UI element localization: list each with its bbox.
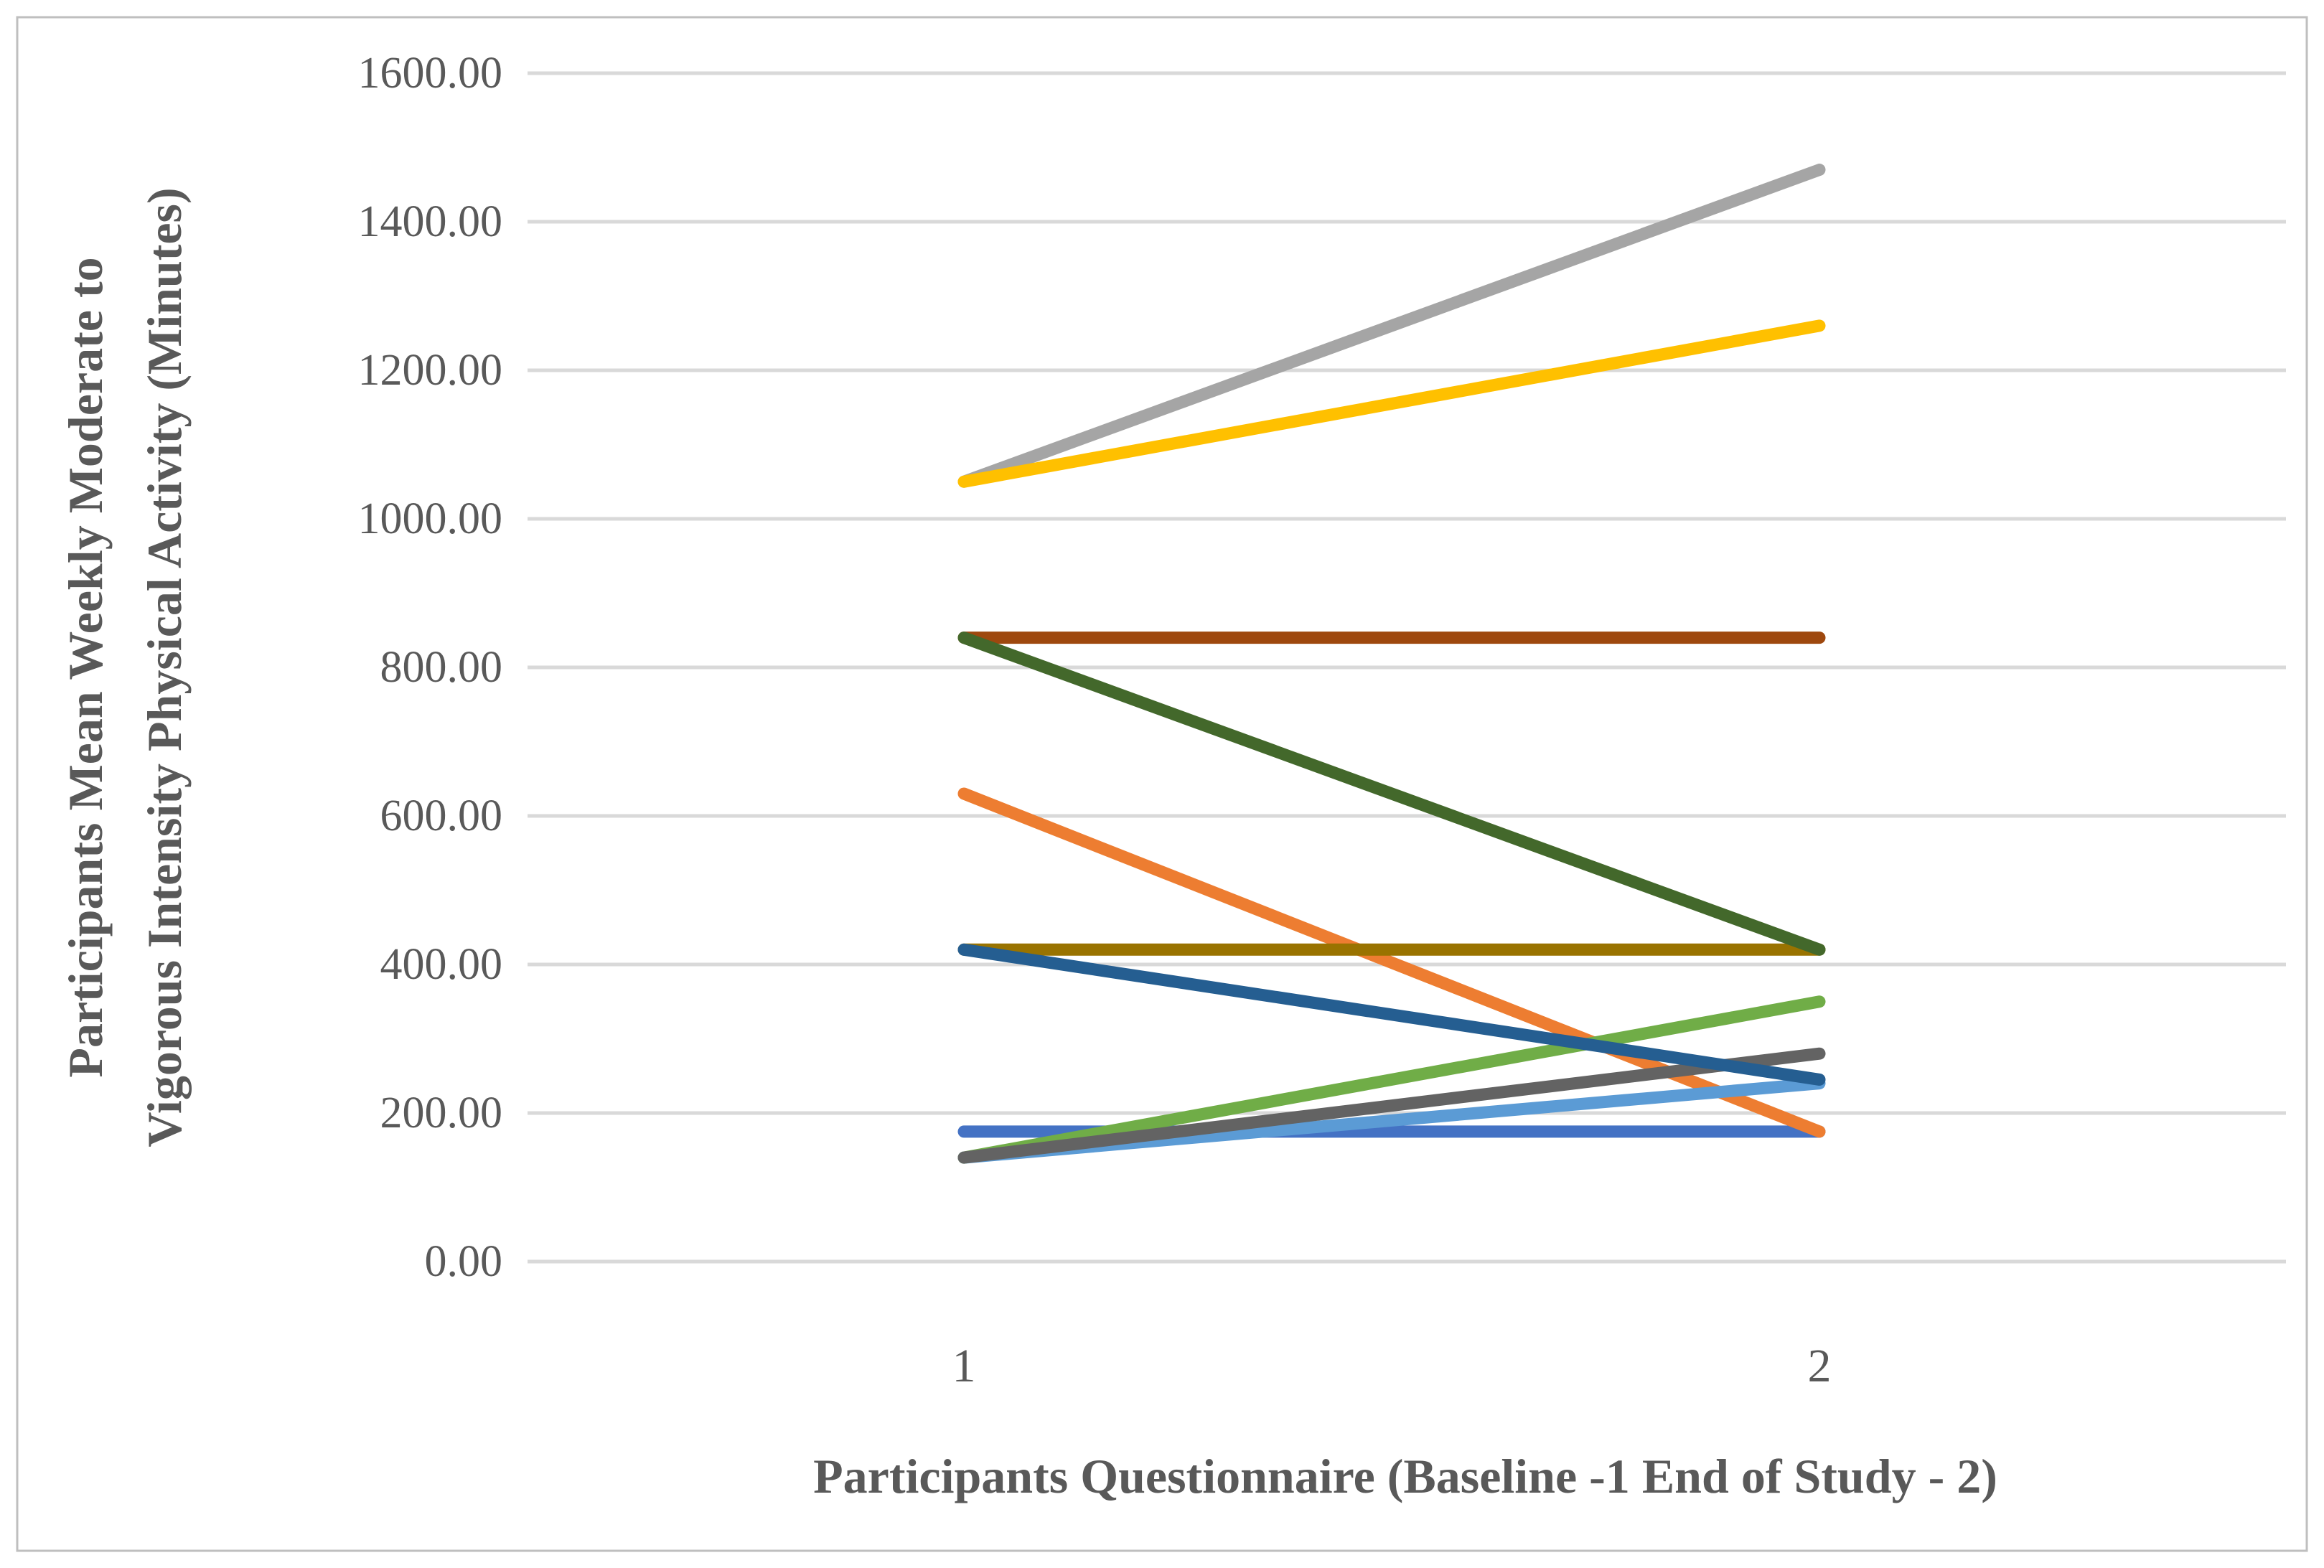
series-8-dark-gray-line [957,1047,1826,1164]
x-tick-label-2: 2 [1808,1340,1832,1392]
series-6-green-line [957,995,1826,1164]
data-series-lines [957,164,1826,1164]
x-axis-title: Participants Questionnaire (Baseline -1 … [813,1449,1997,1503]
y-axis-title-line2: Vigorous Intensity Physical Activity (Mi… [137,187,192,1147]
series-3-gray-line [957,164,1826,488]
y-tick-label-800.00: 800.00 [380,643,503,692]
y-tick-label-1600.00: 1600.00 [358,49,503,98]
y-tick-label-400.00: 400.00 [380,940,503,989]
y-tick-label-600.00: 600.00 [380,792,503,840]
gridlines [528,71,2286,1264]
y-axis-title-line1: Participants Mean Weekly Moderate to [58,257,113,1077]
y-axis-tick-labels: 0.00 200.00 400.00 600.00 800.00 1000.00 1200.… [358,49,503,1286]
y-tick-label-0.00: 0.00 [425,1237,503,1286]
y-tick-label-1000.00: 1000.00 [358,494,503,543]
y-tick-label-1200.00: 1200.00 [358,346,503,395]
y-tick-label-200.00: 200.00 [380,1089,503,1137]
y-tick-label-1400.00: 1400.00 [358,197,503,246]
x-tick-label-1: 1 [952,1340,976,1392]
series-4-gold-line [957,319,1826,488]
chart-frame-border [16,16,2308,1552]
series-10-steel-blue-line [957,943,1826,1086]
series-11-dark-green-line [957,632,1826,956]
